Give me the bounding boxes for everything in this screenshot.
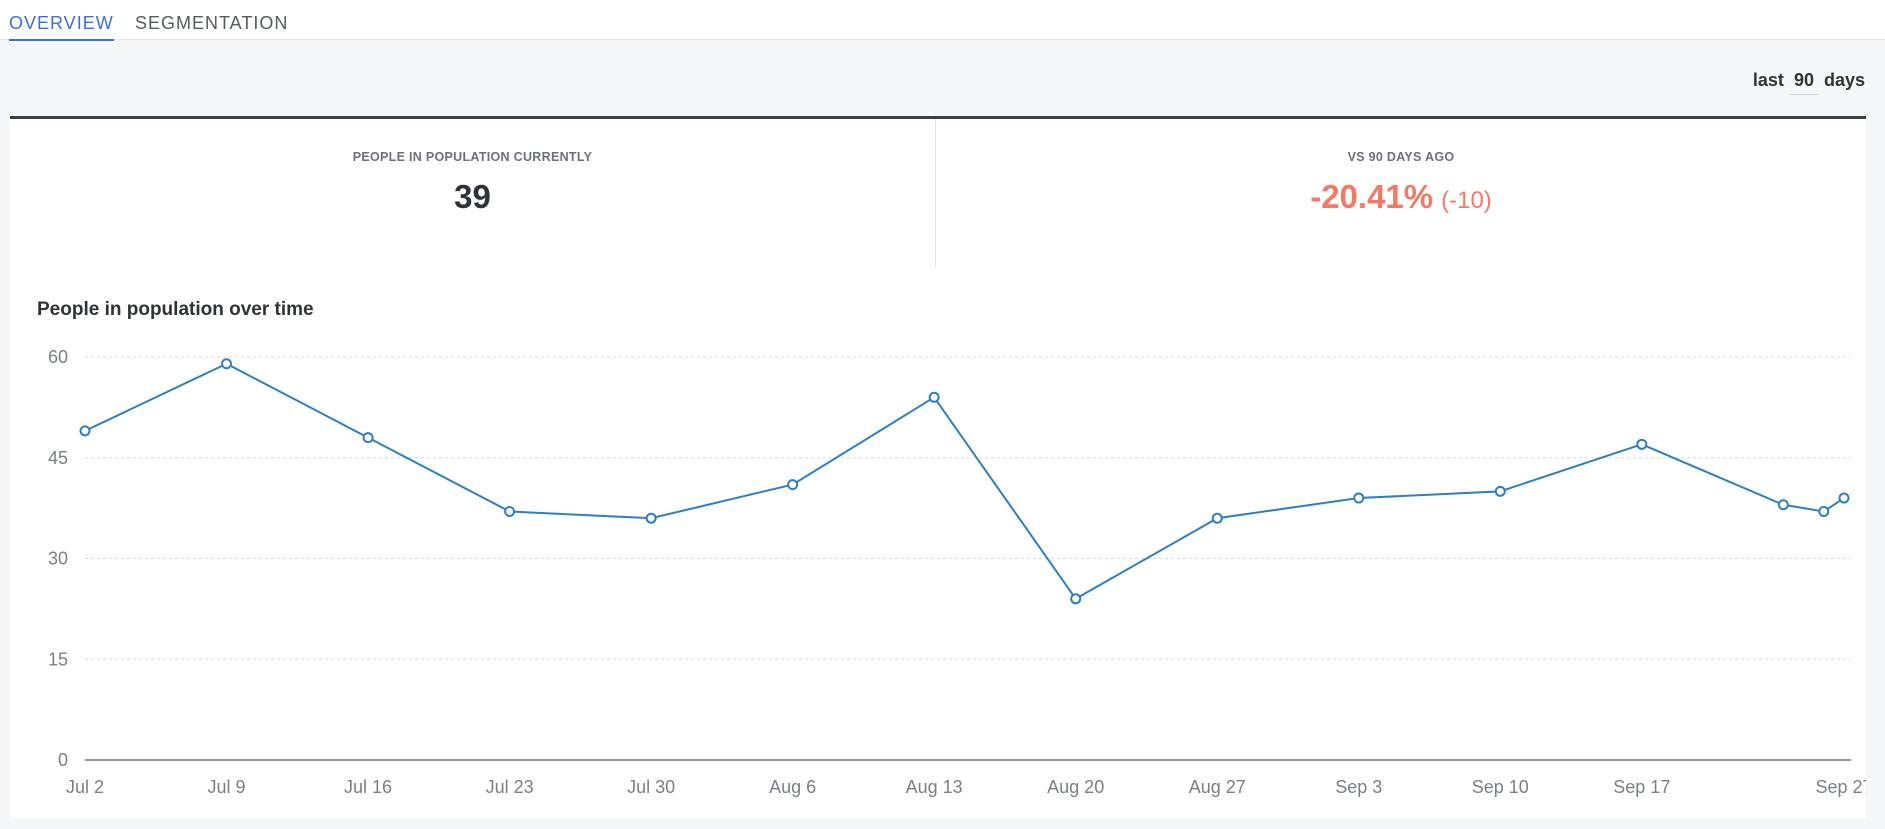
data-point — [1636, 438, 1648, 450]
x-tick-label: Jul 16 — [344, 777, 392, 797]
data-point — [645, 512, 657, 524]
x-tick-label: Sep 27 — [1815, 777, 1866, 797]
stat-current-label: PEOPLE IN POPULATION CURRENTLY — [352, 150, 593, 164]
data-point — [1353, 492, 1365, 504]
tab-segmentation[interactable]: SEGMENTATION — [135, 13, 289, 33]
date-range-selector: last 90 days — [1753, 70, 1865, 95]
y-tick-label: 45 — [48, 448, 68, 468]
y-tick-label: 15 — [48, 649, 68, 669]
x-tick-label: Jul 30 — [627, 777, 675, 797]
chart-title: People in population over time — [37, 299, 314, 320]
data-point — [1818, 505, 1830, 517]
x-tick-label: Jul 9 — [208, 777, 246, 797]
y-tick-label: 60 — [48, 347, 68, 367]
stats-panel: PEOPLE IN POPULATION CURRENTLY 39 VS 90 … — [10, 116, 1866, 268]
range-days-input[interactable]: 90 — [1789, 70, 1818, 95]
x-tick-label: Sep 3 — [1335, 777, 1382, 797]
x-tick-label: Aug 13 — [906, 777, 963, 797]
data-point — [787, 479, 799, 491]
range-prefix: last — [1752, 70, 1784, 90]
stat-current-population: PEOPLE IN POPULATION CURRENTLY 39 — [10, 119, 936, 268]
stat-change-label: VS 90 DAYS AGO — [1347, 150, 1455, 164]
data-point — [1838, 492, 1850, 504]
data-point — [1070, 593, 1082, 605]
x-tick-label: Sep 17 — [1613, 777, 1670, 797]
stat-current-value: 39 — [454, 178, 491, 215]
x-tick-label: Jul 23 — [486, 777, 534, 797]
series-line — [84, 362, 1845, 601]
stat-change-value-wrap: -20.41% (-10) — [936, 178, 1866, 216]
x-tick-label: Aug 27 — [1189, 777, 1246, 797]
data-point — [1777, 499, 1789, 511]
data-point — [79, 425, 91, 437]
x-tick-label: Aug 6 — [769, 777, 816, 797]
data-point — [362, 432, 374, 444]
population-line-chart: 0 15 30 45 60 Jul 2 Jul 9 Jul 16 Jul 23 Jul 30 Aug… — [48, 347, 1866, 797]
data-point — [221, 358, 233, 370]
x-tick-label: Sep 10 — [1472, 777, 1529, 797]
tab-overview[interactable]: OVERVIEW — [9, 13, 114, 41]
data-point — [1211, 512, 1223, 524]
stat-change-delta: (-10) — [1441, 187, 1492, 214]
x-tick-label: Jul 2 — [66, 777, 104, 797]
data-point — [1494, 485, 1506, 497]
stat-change: VS 90 DAYS AGO -20.41% (-10) — [936, 119, 1866, 268]
y-tick-label: 0 — [58, 750, 68, 770]
chart-card: People in population over time 0 15 30 45 60… — [10, 267, 1866, 818]
x-tick-label: Aug 20 — [1047, 777, 1104, 797]
data-point — [504, 505, 516, 517]
y-tick-label: 30 — [48, 549, 68, 569]
tab-bar: OVERVIEW SEGMENTATION — [0, 0, 1885, 41]
data-point — [928, 391, 940, 403]
range-suffix: days — [1823, 70, 1865, 90]
stat-change-value: -20.41% — [1310, 178, 1434, 215]
